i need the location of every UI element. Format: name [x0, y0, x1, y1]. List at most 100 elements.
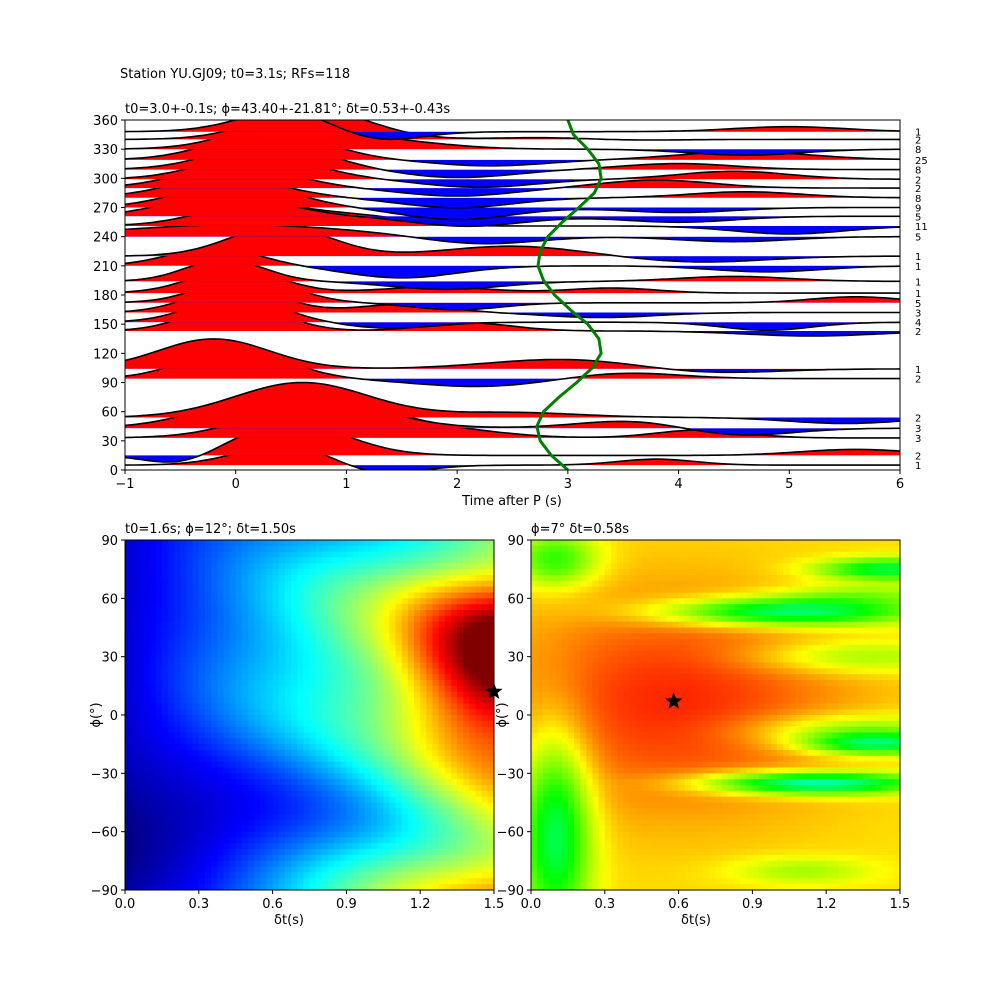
heatmap-cell — [334, 720, 341, 728]
heatmap-cell — [266, 575, 274, 582]
heatmap-cell — [229, 744, 237, 751]
heatmap-cell — [291, 650, 298, 658]
heatmap-cell — [168, 785, 175, 792]
heatmap-cell — [598, 732, 606, 739]
heatmap-cell — [555, 563, 563, 570]
heatmap-cell — [555, 849, 563, 856]
heatmap-cell — [334, 691, 341, 699]
heatmap-cell — [235, 598, 243, 605]
rf-ytick-label: 270 — [93, 202, 118, 217]
heatmap-cell — [155, 621, 163, 629]
heatmap-cell — [260, 773, 268, 780]
heatmap-cell — [315, 656, 323, 664]
heatmap-cell — [327, 785, 335, 792]
heatmap-cell — [623, 866, 630, 874]
heatmap-cell — [469, 598, 477, 605]
heatmap-cell — [420, 872, 427, 879]
rf-baz-count: 5 — [915, 233, 921, 244]
heatmap-cell — [389, 878, 397, 885]
heatmap-cell — [647, 843, 655, 850]
heatmap-cell — [229, 884, 237, 890]
heatmap-cell — [198, 767, 206, 774]
heatmap-cell — [432, 569, 440, 576]
heatmap-cell — [574, 668, 581, 675]
heatmap-cell — [586, 592, 594, 599]
heatmap-cell — [248, 866, 255, 874]
heatmap-cell — [266, 808, 274, 815]
heatmap-cell — [610, 586, 618, 594]
heatmap-cell — [278, 650, 286, 658]
heatmap-cell — [389, 621, 397, 629]
heatmap-cell — [629, 610, 637, 617]
heatmap-cell — [266, 790, 274, 798]
heatmap-cell — [272, 761, 280, 769]
heatmap-cell — [561, 621, 569, 629]
heatmap-cell — [352, 575, 360, 582]
heatmap-cell — [586, 551, 594, 559]
heatmap-cell — [580, 773, 587, 780]
heatmap-cell — [334, 633, 341, 640]
heatmap-cell — [309, 645, 317, 652]
heatmap-cell — [432, 563, 440, 570]
rf-baz-count: 1 — [915, 365, 921, 376]
heatmap-cell — [487, 592, 494, 599]
heatmap-cell — [155, 720, 163, 728]
heatmap-cell — [352, 785, 360, 792]
heatmap-cell — [272, 866, 280, 874]
rf-ytick-label: 150 — [93, 318, 118, 333]
heatmap-cell — [537, 814, 544, 821]
heatmap-cell — [358, 569, 366, 576]
heatmap-cell — [180, 610, 188, 617]
heatmap-cell — [444, 878, 452, 885]
heatmap-cell — [204, 878, 212, 885]
ytick-label: −60 — [91, 826, 118, 841]
heatmap-cell — [174, 767, 181, 774]
heatmap-cell — [358, 785, 366, 792]
heatmap-cell — [161, 738, 169, 745]
heatmap-cell — [297, 837, 304, 844]
heatmap-cell — [549, 785, 557, 792]
heatmap-cell — [567, 744, 575, 751]
heatmap-cell — [555, 592, 563, 599]
heatmap-cell — [549, 680, 557, 687]
heatmap-cell — [241, 569, 249, 576]
heatmap-cell — [401, 545, 409, 553]
heatmap-cell — [377, 575, 384, 582]
heatmap-cell — [204, 650, 212, 658]
heatmap-cell — [198, 592, 206, 599]
heatmap-cell — [407, 540, 415, 547]
heatmap-cell — [537, 884, 544, 890]
heatmap-cell — [321, 808, 329, 815]
heatmap-cell — [426, 773, 434, 780]
heatmap-cell — [340, 551, 347, 559]
heatmap-cell — [487, 633, 494, 640]
heatmap-cell — [574, 738, 581, 745]
heatmap-cell — [420, 884, 427, 890]
heatmap-cell — [291, 825, 298, 833]
heatmap-cell — [161, 592, 169, 599]
heatmap-cell — [426, 843, 434, 850]
heatmap-cell — [352, 808, 360, 815]
heatmap-cell — [641, 580, 649, 588]
heatmap-cell — [334, 650, 341, 658]
heatmap-cell — [487, 872, 494, 879]
heatmap-cell — [487, 709, 494, 716]
heatmap-cell — [131, 796, 138, 804]
heatmap-cell — [463, 820, 470, 827]
heatmap-cell — [260, 825, 268, 833]
heatmap-cell — [346, 843, 354, 850]
heatmap-cell — [131, 860, 138, 868]
heatmap-cell — [432, 726, 440, 734]
heatmap-cell — [450, 825, 458, 833]
heatmap-cell — [463, 627, 470, 634]
heatmap-cell — [125, 796, 132, 804]
heatmap-cell — [364, 569, 372, 576]
heatmap-cell — [198, 557, 206, 564]
heatmap-cell — [617, 814, 624, 821]
heatmap-cell — [284, 732, 292, 739]
heatmap-cell — [198, 610, 206, 617]
heatmap-cell — [278, 557, 286, 564]
heatmap-cell — [315, 796, 323, 804]
heatmap-cell — [629, 650, 637, 658]
heatmap-cell — [315, 790, 323, 798]
